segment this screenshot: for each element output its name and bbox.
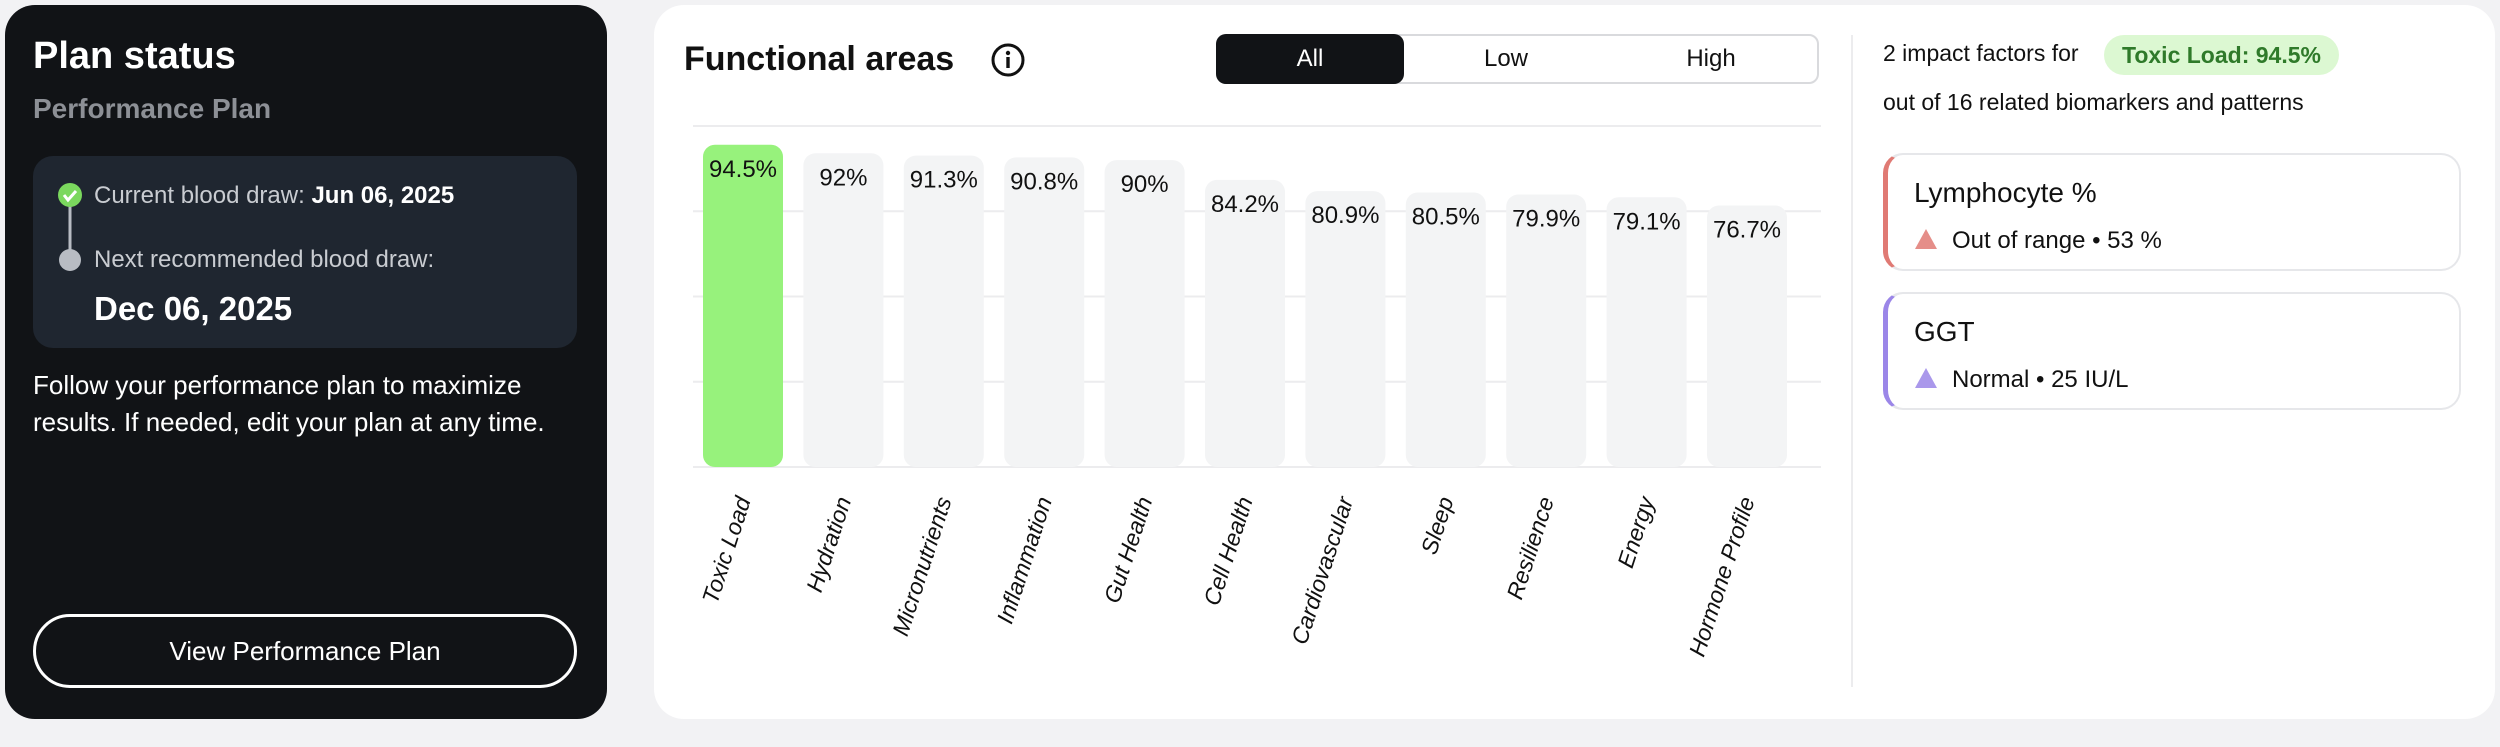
factor-detail: Out of range • 53 % bbox=[1952, 227, 2162, 254]
value-label: 92% bbox=[819, 164, 867, 191]
filter-option[interactable]: Low bbox=[1483, 45, 1529, 72]
bar bbox=[903, 155, 984, 468]
view-plan-button[interactable]: View Performance Plan bbox=[33, 614, 577, 688]
info-icon[interactable] bbox=[990, 42, 1026, 78]
x-tick-label: Hormone Profile bbox=[1684, 494, 1760, 660]
impact-card: Lymphocyte % Out of range • 53 % bbox=[1883, 153, 2461, 271]
x-tick-label: Sleep bbox=[1416, 493, 1459, 557]
x-tick-label: Micronutrients bbox=[887, 493, 957, 639]
bar bbox=[1104, 160, 1185, 467]
plan-status-card: Plan status Performance Plan Current blo… bbox=[5, 5, 607, 719]
value-label: 80.9% bbox=[1311, 202, 1379, 229]
current-date: Jun 06, 2025 bbox=[311, 182, 455, 209]
current-draw: Current blood draw: Jun 06, 2025 bbox=[94, 182, 454, 210]
value-label: 90% bbox=[1121, 171, 1169, 198]
description: Follow your performance plan to maximize… bbox=[33, 370, 545, 437]
bar bbox=[803, 153, 884, 467]
value-label: 79.9% bbox=[1512, 206, 1580, 233]
bar bbox=[1707, 205, 1787, 467]
x-tick-label: Resilience bbox=[1501, 494, 1559, 603]
factor-detail: Normal • 25 IU/L bbox=[1952, 366, 2129, 393]
bar bbox=[1004, 157, 1085, 467]
factor-name: GGT bbox=[1914, 316, 1975, 347]
bar bbox=[1305, 191, 1386, 468]
next-date: Dec 06, 2025 bbox=[94, 290, 293, 327]
value-label: 79.1% bbox=[1613, 208, 1681, 235]
blood-draw-box: Current blood draw: Jun 06, 2025 Next re… bbox=[33, 156, 577, 348]
filter-option[interactable]: High bbox=[1686, 45, 1736, 72]
timeline bbox=[58, 183, 82, 271]
x-tick-label: Cell Health bbox=[1198, 494, 1257, 609]
x-tick-label: Energy bbox=[1612, 492, 1660, 571]
divider bbox=[1851, 35, 1853, 687]
status-icon bbox=[1915, 229, 1937, 249]
bar bbox=[703, 144, 783, 467]
plan-subtitle: Performance Plan bbox=[33, 93, 272, 124]
triangle bbox=[1915, 368, 1937, 388]
x-tick-label: Cardiovascular bbox=[1286, 492, 1359, 647]
value-label: 84.2% bbox=[1211, 191, 1279, 218]
status-icon bbox=[1915, 368, 1937, 388]
triangle bbox=[1915, 229, 1937, 249]
factor-name: Lymphocyte % bbox=[1914, 177, 2097, 208]
bar bbox=[1405, 192, 1486, 467]
value-label: 91.3% bbox=[910, 167, 978, 194]
x-tick-label: Inflammation bbox=[992, 494, 1057, 627]
filter-option[interactable]: All bbox=[1216, 34, 1404, 84]
x-tick-label: Hydration bbox=[801, 494, 856, 596]
value-label: 94.5% bbox=[709, 156, 777, 183]
current-label: Current blood draw: bbox=[94, 182, 305, 209]
x-tick-label: Toxic Load bbox=[697, 492, 756, 606]
filter-control: All Low High bbox=[1216, 34, 1819, 84]
bar bbox=[1205, 179, 1285, 468]
impact-card: GGT Normal • 25 IU/L bbox=[1883, 292, 2461, 410]
next-label: Next recommended blood draw: bbox=[94, 246, 435, 273]
bar bbox=[1506, 194, 1587, 467]
impact-intro: 2 impact factors for bbox=[1883, 40, 2079, 66]
x-tick-label: Gut Health bbox=[1099, 494, 1158, 607]
impact-badge: Toxic Load: 94.5% bbox=[2104, 35, 2339, 75]
value-label: 80.5% bbox=[1412, 203, 1480, 230]
plan-title: Plan status bbox=[33, 35, 236, 77]
value-label: 76.7% bbox=[1713, 216, 1781, 243]
impact-sub: out of 16 related biomarkers and pattern… bbox=[1883, 89, 2304, 115]
bar bbox=[1606, 197, 1687, 468]
value-label: 90.8% bbox=[1010, 168, 1078, 195]
chart-title: Functional areas bbox=[684, 40, 955, 78]
